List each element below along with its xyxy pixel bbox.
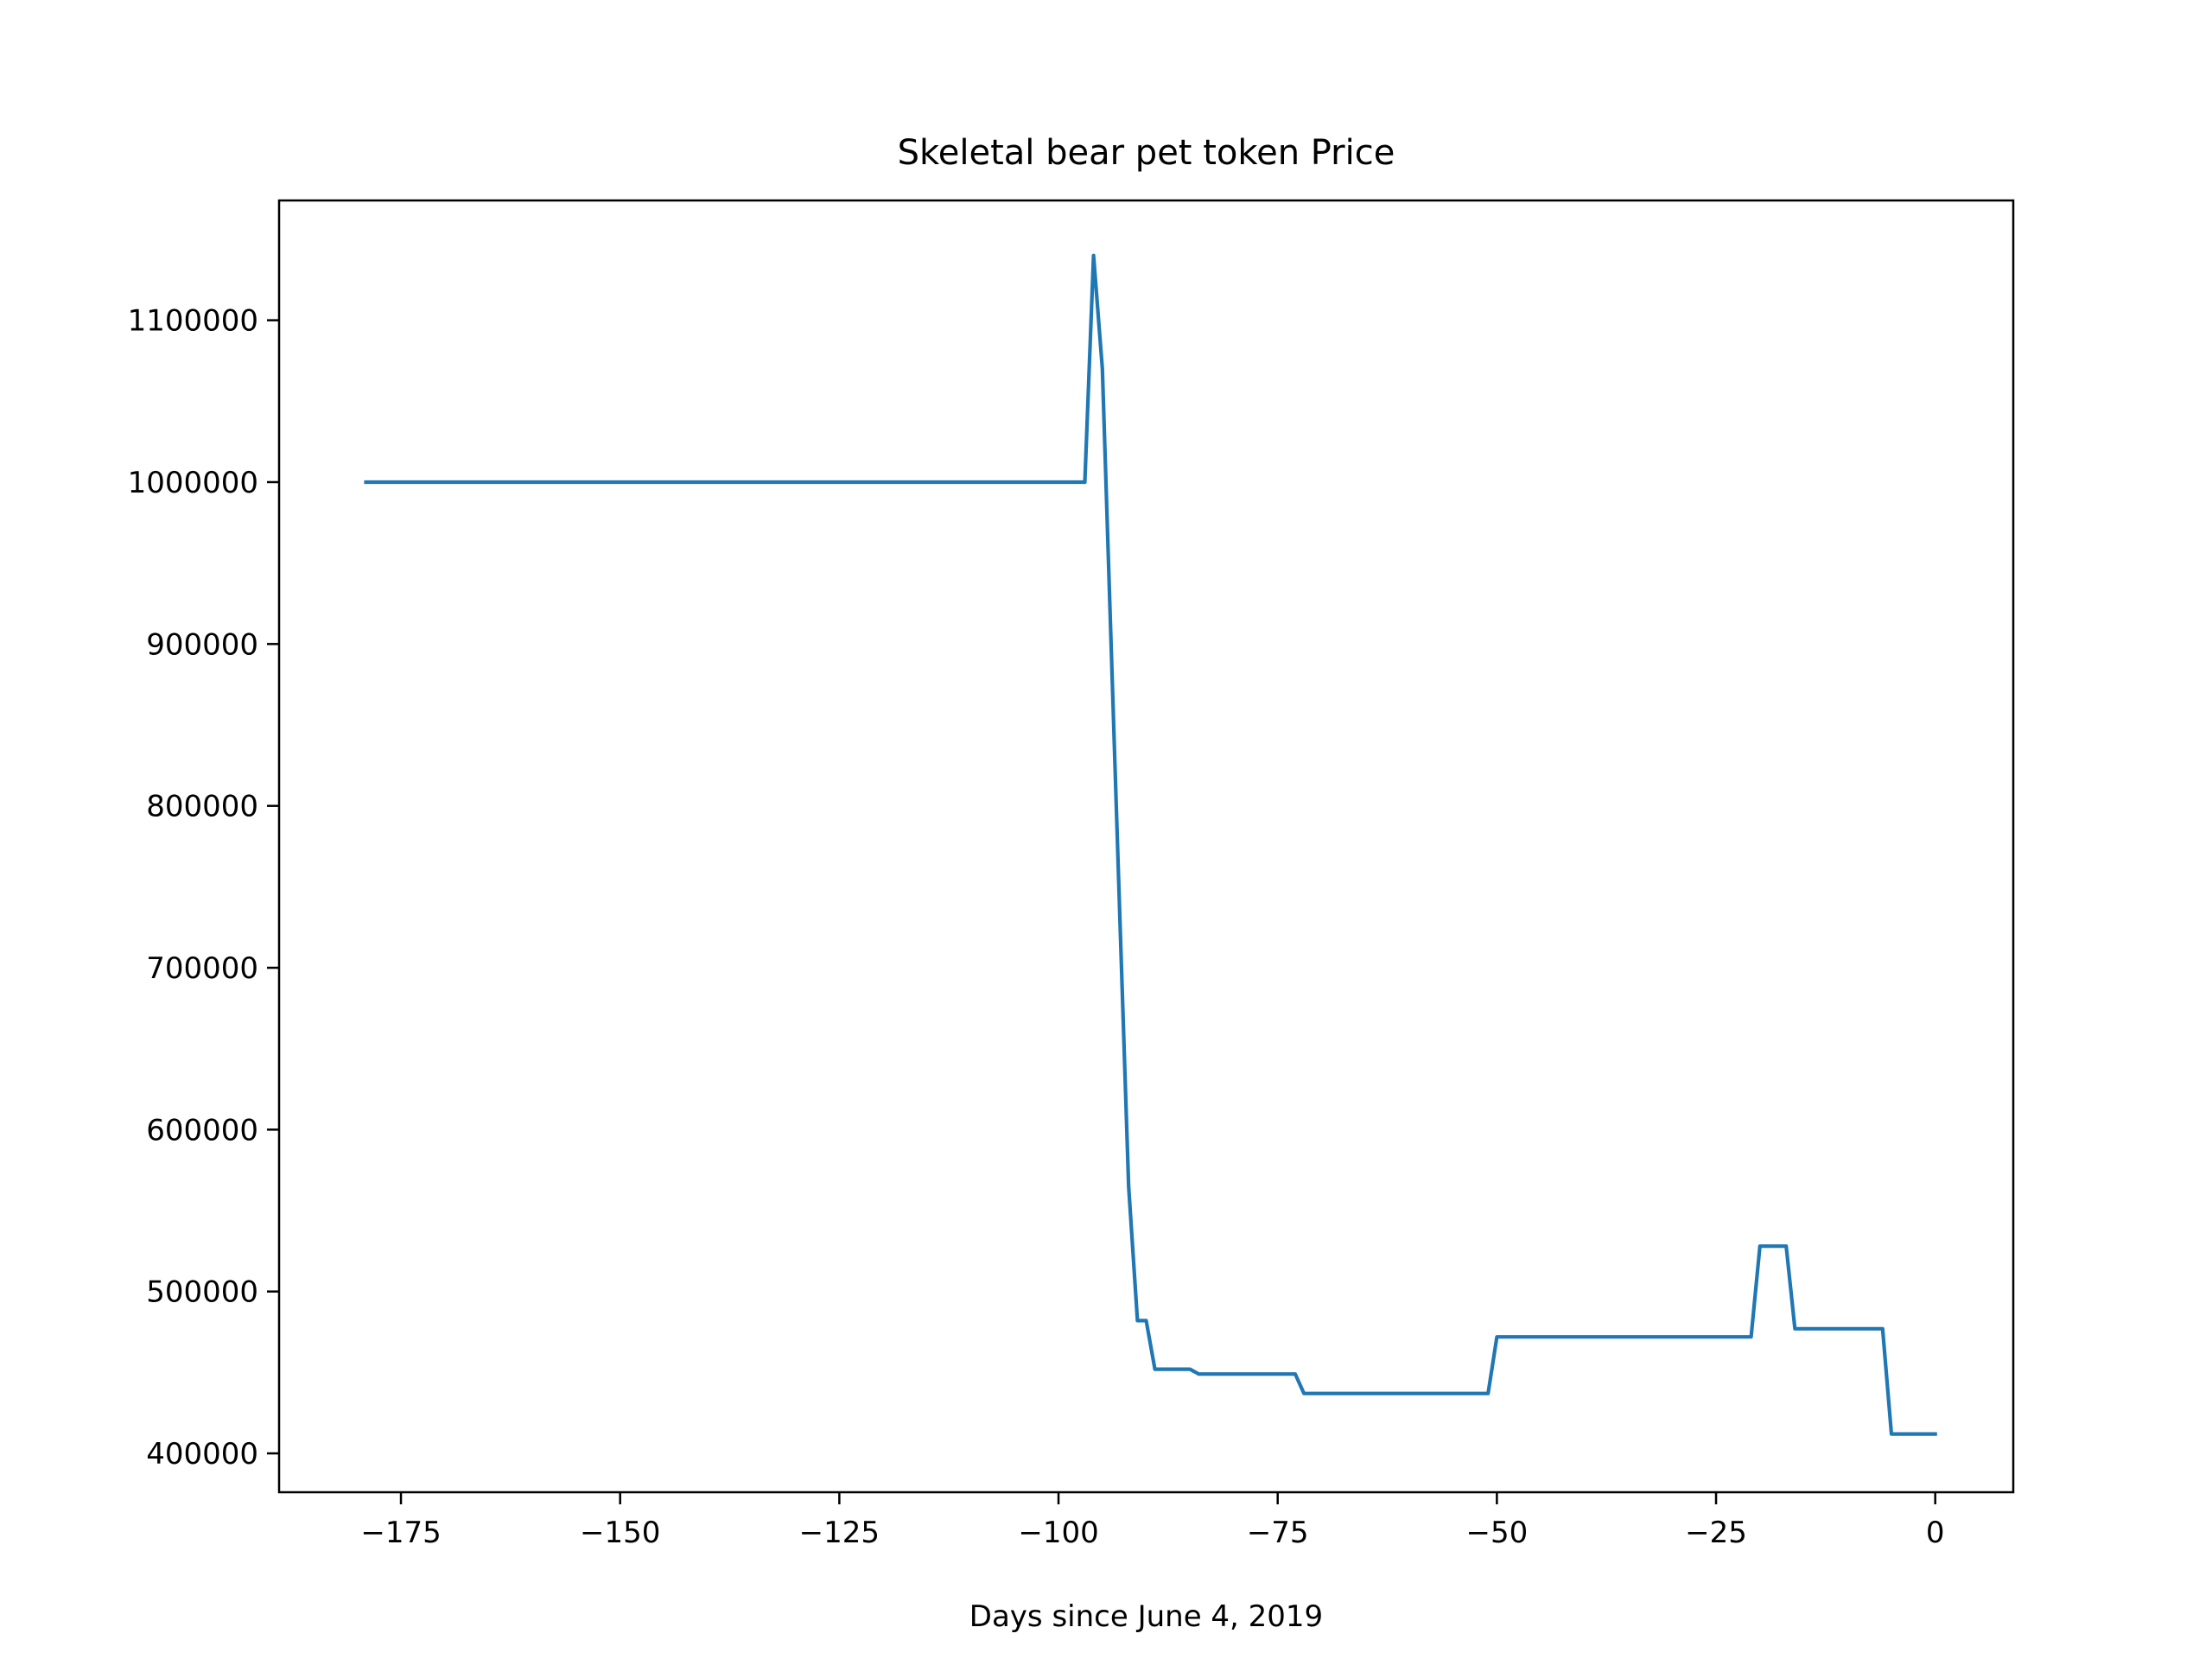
y-tick-label: 800000 (146, 790, 258, 824)
x-tick-label: 0 (1926, 1516, 1945, 1550)
price-series-line (364, 253, 1937, 1436)
y-tick-label: 900000 (146, 627, 258, 662)
series-layer (364, 253, 1937, 1436)
y-tick-label: 1100000 (128, 304, 258, 339)
x-axis-label: Days since June 4, 2019 (969, 1599, 1323, 1634)
x-tick-label: −125 (799, 1516, 880, 1550)
chart-title: Skeletal bear pet token Price (898, 133, 1395, 173)
y-tick-label: 600000 (146, 1113, 258, 1147)
y-tick-label: 400000 (146, 1437, 258, 1471)
y-tick-label: 1000000 (128, 466, 258, 500)
x-tick-label: −25 (1685, 1516, 1747, 1550)
x-tick-label: −75 (1247, 1516, 1309, 1550)
plot-area-frame (277, 199, 2015, 1494)
x-tick-label: −150 (580, 1516, 660, 1550)
x-tick-label: −100 (1018, 1516, 1098, 1550)
x-axis: −175 −150 −125 −100 −75 −50 −25 0 (360, 1492, 1945, 1550)
y-tick-label: 700000 (146, 951, 258, 986)
y-tick-label: 500000 (146, 1275, 258, 1310)
x-tick-label: −50 (1465, 1516, 1528, 1550)
x-tick-label: −175 (360, 1516, 441, 1550)
y-axis: 400000 500000 600000 700000 800000 900000 1000… (128, 304, 279, 1471)
